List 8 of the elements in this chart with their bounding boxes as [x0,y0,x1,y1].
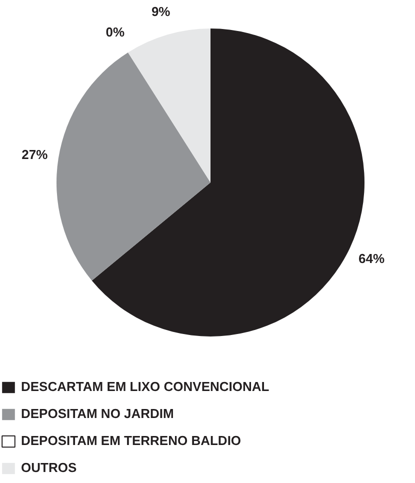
legend-label: DEPOSITAM NO JARDIM [21,406,174,421]
data-label: 27% [22,147,48,162]
data-label: 64% [358,250,386,266]
text: 0% [106,24,125,40]
data-label: 9% [151,4,171,20]
legend-label: DEPOSITAM EM TERRENO BALDIO [21,433,242,448]
legend-label: DESCARTAM EM LIXO CONVENCIONAL [21,379,270,394]
legend-label: OUTROS [21,460,77,475]
